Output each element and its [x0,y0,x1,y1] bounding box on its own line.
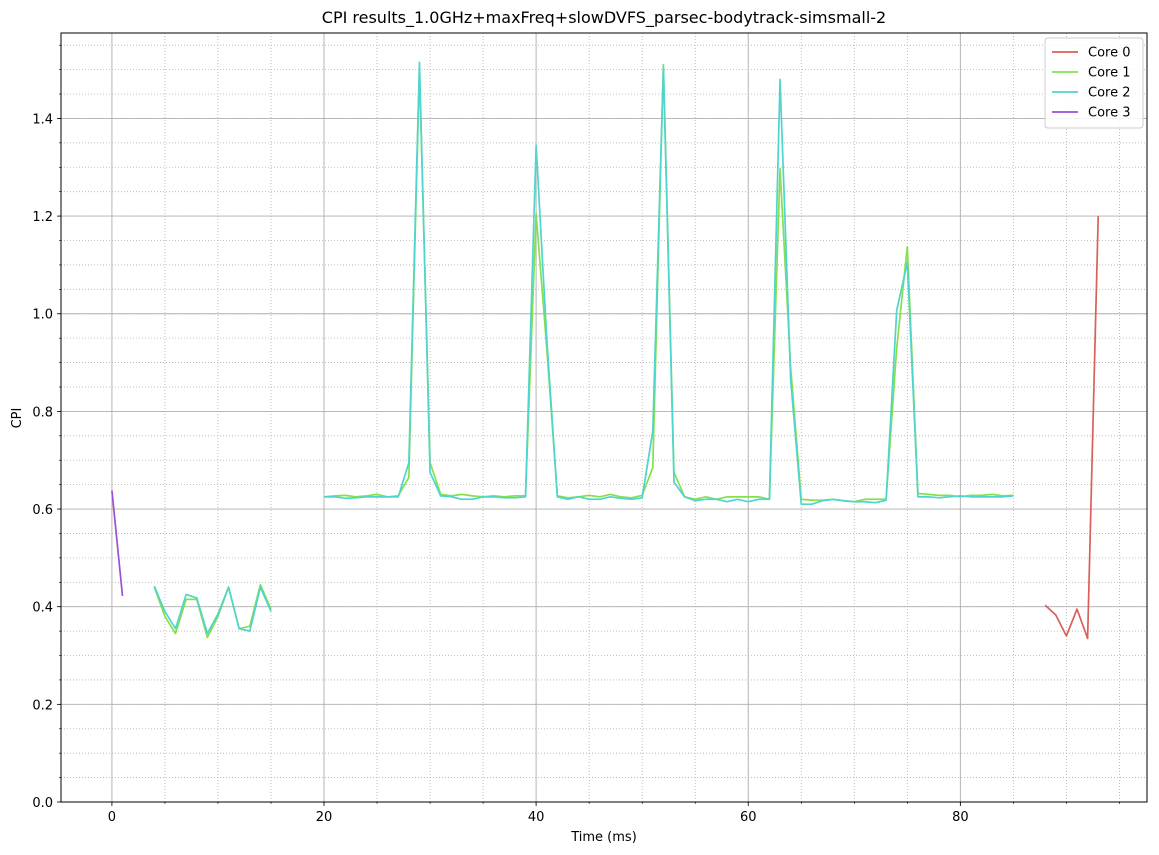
legend: Core 0 Core 1 Core 2 Core 3 [1044,37,1144,129]
y-tick-label: 0.2 [32,698,53,713]
y-tick-label: 1.4 [32,112,53,127]
series-line-core-1 [153,583,272,639]
y-axis-label: CPI [10,408,25,429]
major-gridlines [61,33,1147,803]
chart-title: CPI results_1.0GHz+maxFreq+slowDVFS_pars… [322,8,886,28]
plot-series [111,61,1100,640]
x-axis-label: Time (ms) [570,830,637,845]
axis-ticks: 0 20 40 60 80 0.0 0.2 0.4 0.6 0.8 1.0 1.2 1.4 [32,44,1120,825]
series-line-core-2 [153,585,272,635]
series-line-core-3 [111,490,124,597]
y-tick-label: 0.6 [32,503,53,518]
legend-box [1044,37,1144,129]
x-tick-label: 80 [952,810,969,825]
y-tick-label: 0.0 [32,796,53,811]
y-tick-label: 0.4 [32,601,53,616]
legend-label-core-2: Core 2 [1088,86,1131,101]
y-tick-label: 1.0 [32,308,53,323]
x-tick-label: 0 [108,810,116,825]
y-tick-label: 1.2 [32,210,53,225]
legend-label-core-1: Core 1 [1088,66,1131,81]
x-tick-label: 40 [528,810,545,825]
series-line-core-2 [324,61,1014,506]
x-tick-label: 20 [316,810,333,825]
legend-label-core-3: Core 3 [1088,106,1131,121]
minor-gridlines [61,33,1147,803]
plot-frame [60,32,1148,803]
x-tick-label: 60 [740,810,757,825]
legend-label-core-0: Core 0 [1088,46,1131,61]
series-line-core-0 [1044,216,1100,640]
y-tick-label: 0.8 [32,405,53,420]
